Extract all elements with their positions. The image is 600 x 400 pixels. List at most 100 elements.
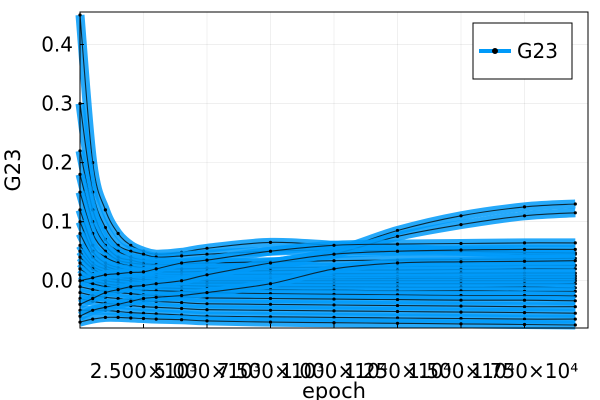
data-point	[154, 317, 158, 321]
data-point	[522, 317, 527, 321]
data-point	[116, 288, 120, 292]
y-tick-label: 0.3	[41, 92, 73, 116]
data-point	[141, 270, 146, 274]
data-point	[573, 259, 577, 263]
data-point	[180, 261, 184, 265]
legend-marker	[492, 48, 498, 54]
data-point	[116, 315, 120, 319]
data-point	[180, 301, 184, 305]
x-tick-label: 2.500×10³	[90, 359, 197, 383]
data-point	[180, 306, 184, 311]
data-point	[205, 319, 209, 323]
data-point	[522, 311, 527, 315]
data-point	[205, 258, 209, 262]
data-point	[459, 304, 463, 308]
data-point	[573, 299, 577, 303]
data-point	[268, 249, 273, 253]
data-point	[116, 309, 120, 314]
data-point	[459, 214, 463, 218]
data-point	[129, 299, 133, 303]
data-point	[573, 241, 577, 245]
data-point	[395, 234, 400, 238]
data-point	[180, 318, 184, 322]
x-tick-label: 5.000×10³	[153, 359, 260, 383]
data-point	[129, 249, 133, 253]
data-point	[332, 303, 336, 307]
data-point	[205, 273, 209, 277]
data-point	[459, 298, 463, 302]
data-point	[395, 321, 400, 325]
data-point	[395, 309, 400, 314]
data-point	[268, 302, 273, 306]
data-point	[180, 279, 184, 283]
data-point	[332, 252, 336, 256]
data-point	[205, 302, 209, 306]
data-point	[522, 298, 527, 302]
data-point	[91, 282, 95, 286]
data-point	[573, 211, 577, 215]
y-tick-label: 0.2	[41, 151, 73, 175]
data-point	[522, 247, 527, 251]
data-point	[103, 226, 107, 230]
data-point	[91, 288, 95, 292]
y-tick-label: 0.1	[41, 210, 73, 234]
x-tick-label: 7.500×10³	[217, 359, 324, 383]
data-point	[332, 297, 336, 301]
data-point	[129, 285, 133, 289]
data-point	[268, 261, 273, 265]
data-point	[268, 240, 273, 244]
data-point	[205, 252, 209, 256]
data-point	[459, 310, 463, 314]
data-point	[332, 321, 336, 325]
data-point	[395, 304, 400, 308]
data-point	[332, 259, 336, 263]
data-point	[332, 267, 336, 271]
data-point	[395, 242, 400, 246]
data-point	[268, 308, 273, 312]
data-point	[129, 292, 133, 296]
data-point	[522, 205, 527, 209]
data-point	[116, 272, 120, 276]
data-point	[268, 282, 273, 286]
series-group	[75, 13, 577, 330]
data-point	[154, 282, 158, 286]
data-point	[522, 259, 527, 263]
data-point	[180, 293, 184, 298]
data-point	[103, 291, 107, 295]
x-tick-label: 1.500×10⁴	[407, 359, 514, 383]
data-point	[268, 320, 273, 324]
data-point	[205, 246, 209, 250]
data-point	[459, 248, 463, 252]
data-point	[395, 298, 400, 302]
y-tick-label: 0.4	[41, 32, 73, 56]
x-tick-label: 1.750×10⁴	[471, 359, 578, 383]
data-point	[103, 305, 107, 309]
data-point	[180, 254, 184, 258]
data-point	[573, 305, 577, 309]
data-point	[103, 315, 107, 319]
data-point	[141, 305, 146, 309]
data-point	[268, 296, 273, 301]
x-axis-title: epoch	[302, 379, 366, 400]
data-point	[103, 208, 107, 212]
data-point	[459, 223, 463, 227]
data-point	[522, 241, 527, 245]
data-point	[573, 202, 577, 206]
data-point	[459, 322, 463, 326]
data-point	[129, 270, 133, 275]
data-point	[129, 243, 133, 247]
data-point	[91, 317, 95, 321]
data-point	[91, 296, 95, 301]
data-point	[459, 316, 463, 321]
data-point	[573, 323, 577, 327]
data-point	[103, 273, 107, 277]
data-point	[141, 252, 146, 256]
x-tick-label: 1.250×10⁴	[344, 359, 451, 383]
y-axis-title: G23	[1, 149, 25, 192]
data-point	[116, 296, 120, 301]
data-point	[91, 308, 95, 312]
legend-label: G23	[517, 39, 558, 63]
data-point	[141, 316, 146, 321]
data-point	[141, 296, 146, 301]
